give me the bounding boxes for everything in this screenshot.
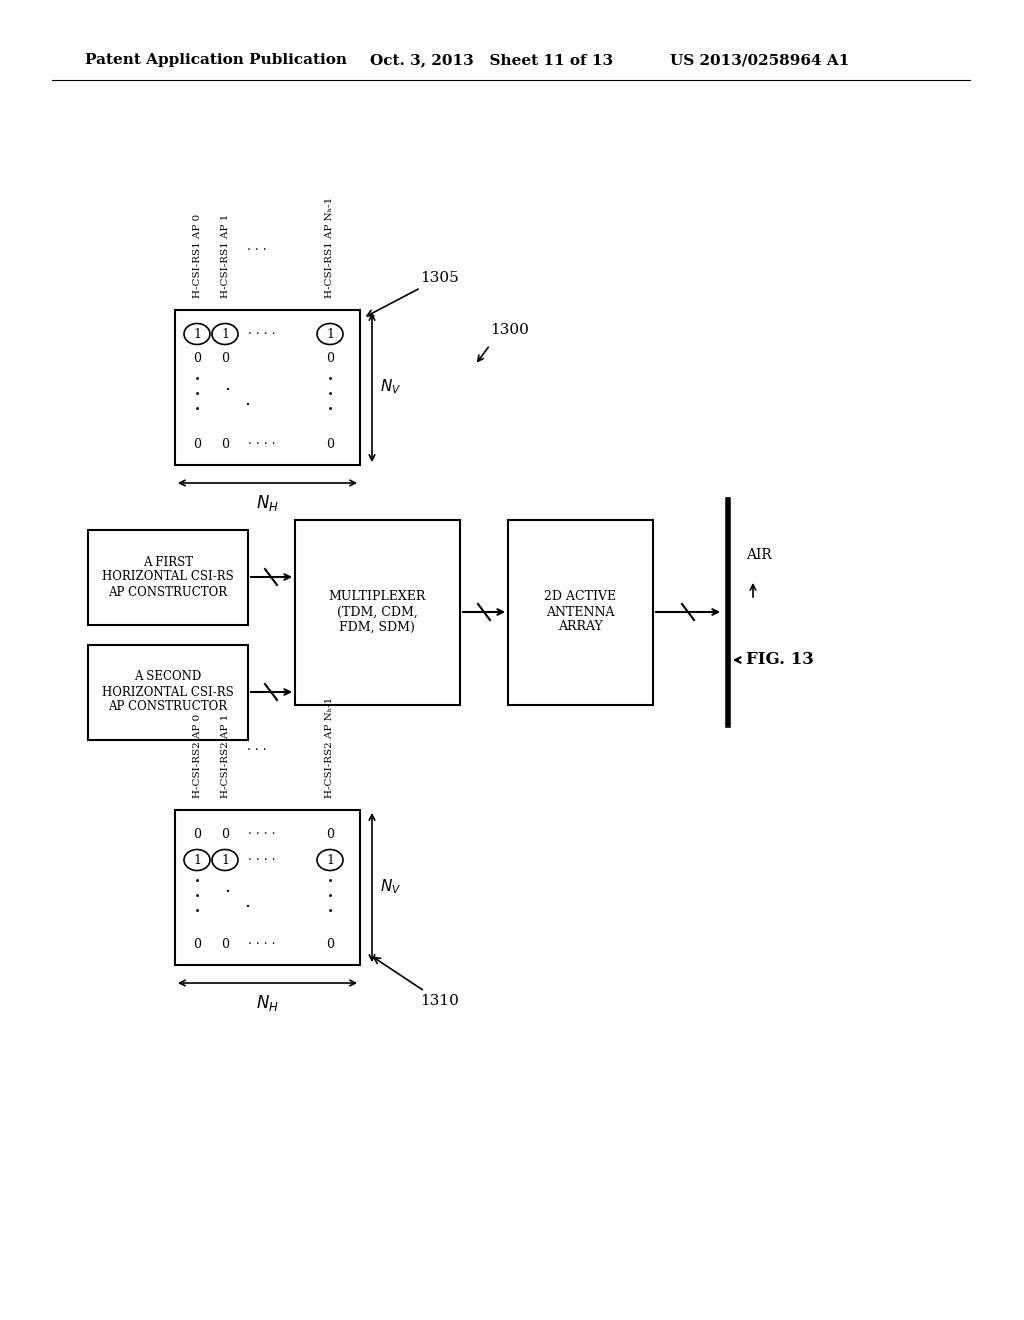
Text: 1305: 1305 (368, 271, 459, 315)
Text: $N_V$: $N_V$ (380, 878, 401, 896)
Text: ·: · (327, 370, 334, 391)
Text: 0: 0 (193, 351, 201, 364)
Text: · · · ·: · · · · (248, 854, 275, 866)
Text: 2D ACTIVE
ANTENNA
ARRAY: 2D ACTIVE ANTENNA ARRAY (544, 590, 616, 634)
Text: 0: 0 (221, 351, 229, 364)
Text: AIR: AIR (746, 548, 772, 562)
Text: 0: 0 (193, 438, 201, 451)
Text: Oct. 3, 2013   Sheet 11 of 13: Oct. 3, 2013 Sheet 11 of 13 (370, 53, 613, 67)
Text: ·: · (194, 370, 201, 391)
Text: ·: · (224, 883, 230, 902)
Text: 1310: 1310 (374, 957, 459, 1008)
Text: ·: · (327, 902, 334, 923)
Bar (295, 520, 460, 705)
Text: 0: 0 (326, 438, 334, 451)
Ellipse shape (184, 323, 210, 345)
Text: 0: 0 (221, 939, 229, 952)
Text: ·: · (327, 399, 334, 421)
Text: ·: · (244, 898, 250, 916)
Text: $N_H$: $N_H$ (256, 993, 279, 1012)
Text: 1: 1 (193, 327, 201, 341)
Text: 0: 0 (326, 828, 334, 841)
Text: H-CSI-RS2 AP 1: H-CSI-RS2 AP 1 (220, 714, 229, 799)
Text: 0: 0 (221, 438, 229, 451)
Text: 1: 1 (221, 854, 229, 866)
Text: $N_H$: $N_H$ (256, 492, 279, 513)
Text: ·: · (194, 886, 201, 908)
Text: 1: 1 (193, 854, 201, 866)
Text: · · ·: · · · (247, 243, 267, 256)
Bar (175, 310, 360, 465)
Text: ·: · (327, 384, 334, 407)
Text: H-CSI-RS1 AP 1: H-CSI-RS1 AP 1 (220, 214, 229, 298)
Bar (175, 810, 360, 965)
Text: MULTIPLEXER
(TDM, CDM,
FDM, SDM): MULTIPLEXER (TDM, CDM, FDM, SDM) (329, 590, 426, 634)
Text: ·: · (194, 902, 201, 923)
Text: 1: 1 (326, 327, 334, 341)
Ellipse shape (212, 323, 238, 345)
Text: 0: 0 (326, 351, 334, 364)
Text: · · ·: · · · (247, 743, 267, 756)
Bar (88, 645, 248, 741)
Text: ·: · (224, 381, 230, 399)
Text: H-CSI-RS2 AP Nₕ-1: H-CSI-RS2 AP Nₕ-1 (326, 697, 335, 799)
Text: Patent Application Publication: Patent Application Publication (85, 53, 347, 67)
Text: 0: 0 (326, 939, 334, 952)
Text: $N_V$: $N_V$ (380, 378, 401, 396)
Bar (88, 531, 248, 624)
Text: 0: 0 (193, 828, 201, 841)
Text: A FIRST
HORIZONTAL CSI-RS
AP CONSTRUCTOR: A FIRST HORIZONTAL CSI-RS AP CONSTRUCTOR (102, 556, 233, 598)
Ellipse shape (212, 850, 238, 870)
Text: ·: · (244, 396, 250, 414)
Text: 0: 0 (221, 828, 229, 841)
Text: A SECOND
HORIZONTAL CSI-RS
AP CONSTRUCTOR: A SECOND HORIZONTAL CSI-RS AP CONSTRUCTO… (102, 671, 233, 714)
Ellipse shape (184, 850, 210, 870)
Text: ·: · (194, 399, 201, 421)
Text: ·: · (194, 384, 201, 407)
Text: 1: 1 (221, 327, 229, 341)
Text: H-CSI-RS2 AP 0: H-CSI-RS2 AP 0 (193, 714, 202, 799)
Text: · · · ·: · · · · (248, 438, 275, 451)
Text: · · · ·: · · · · (248, 327, 275, 341)
Text: 1: 1 (326, 854, 334, 866)
Text: US 2013/0258964 A1: US 2013/0258964 A1 (670, 53, 849, 67)
Bar (508, 520, 653, 705)
Text: 0: 0 (193, 939, 201, 952)
Text: · · · ·: · · · · (248, 939, 275, 952)
Text: 1300: 1300 (490, 323, 528, 337)
Ellipse shape (317, 850, 343, 870)
Text: H-CSI-RS1 AP 0: H-CSI-RS1 AP 0 (193, 214, 202, 298)
Text: ·: · (194, 871, 201, 894)
Text: · · · ·: · · · · (248, 828, 275, 841)
Text: H-CSI-RS1 AP Nₕ-1: H-CSI-RS1 AP Nₕ-1 (326, 197, 335, 298)
Text: ·: · (327, 886, 334, 908)
Text: ·: · (327, 871, 334, 894)
Text: FIG. 13: FIG. 13 (746, 652, 814, 668)
Ellipse shape (317, 323, 343, 345)
